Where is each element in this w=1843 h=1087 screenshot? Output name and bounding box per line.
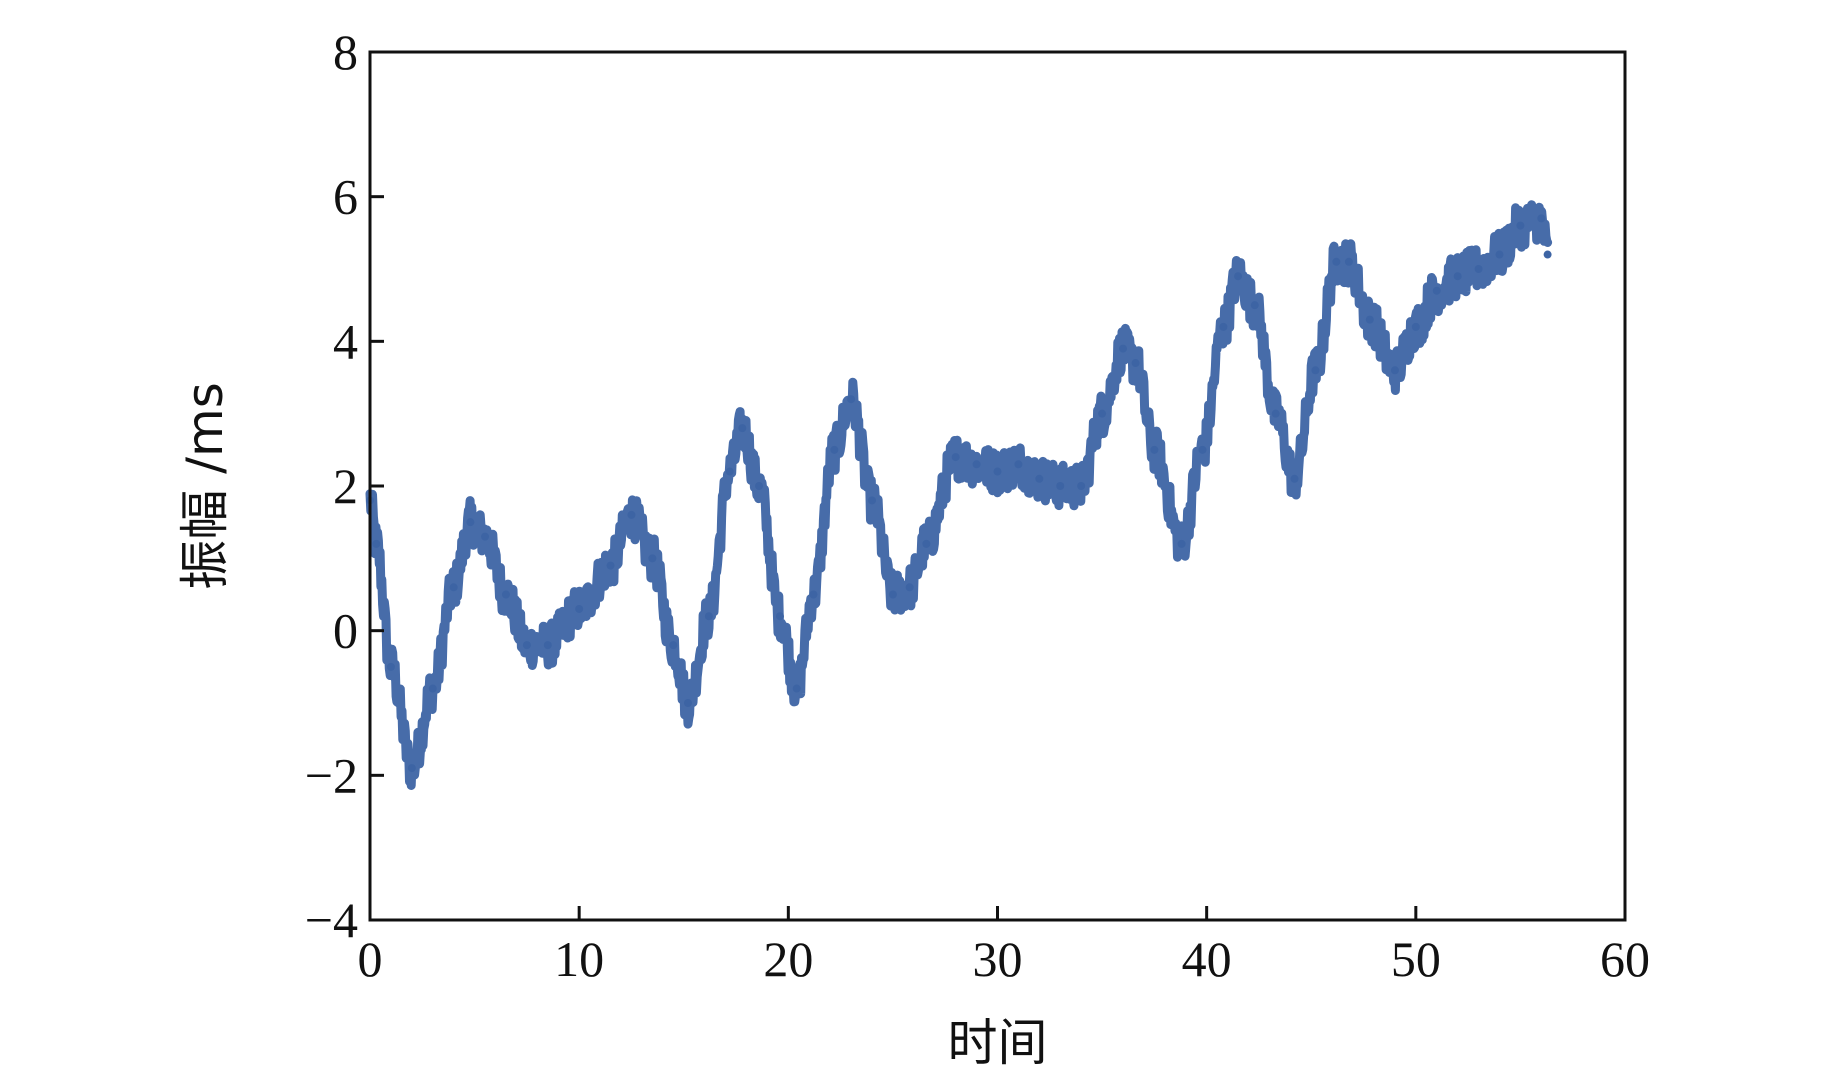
data-point: [922, 539, 931, 548]
data-point: [449, 583, 458, 592]
data-point: [1432, 286, 1441, 295]
data-point: [669, 641, 678, 650]
data-point: [466, 518, 475, 527]
data-point: [575, 604, 584, 613]
data-point: [1198, 445, 1207, 454]
data-point: [428, 684, 437, 693]
data-point: [738, 424, 747, 433]
y-tick-label: −2: [305, 747, 358, 803]
x-tick-label: 10: [554, 931, 604, 987]
data-point: [888, 590, 897, 599]
x-tick-label: 20: [763, 931, 813, 987]
x-tick-label: 40: [1182, 931, 1232, 987]
data-point: [1035, 474, 1044, 483]
labels-layer: 0 10 20 30 40 50 60 −4 −2 0 2 4 6 8: [305, 24, 1650, 987]
data-point: [1344, 257, 1353, 266]
data-point: [501, 590, 510, 599]
y-axis-title: 振幅 /ms: [176, 382, 234, 590]
data-point: [1495, 250, 1504, 259]
data-point: [522, 641, 531, 650]
data-point: [372, 539, 381, 548]
data-point: [905, 583, 914, 592]
data-point: [830, 445, 839, 454]
data-point: [1537, 214, 1546, 223]
data-point: [683, 699, 692, 707]
data-point: [481, 532, 490, 541]
data-point: [407, 764, 416, 773]
data-point: [993, 467, 1002, 476]
data-point: [543, 641, 552, 650]
data-point: [704, 612, 713, 621]
y-tick-label: 8: [333, 24, 358, 80]
x-tick-label: 30: [973, 931, 1023, 987]
data-point: [972, 460, 981, 469]
data-point: [1516, 221, 1525, 230]
data-point: [627, 510, 636, 519]
data-point: [792, 684, 801, 693]
data-point: [1119, 344, 1127, 353]
data-point: [1474, 265, 1483, 273]
x-tick-label: 60: [1600, 931, 1650, 987]
data-point: [1311, 366, 1320, 375]
data-point: [386, 662, 395, 671]
data-point: [775, 612, 784, 621]
series-line: [365, 200, 1553, 790]
data-point: [1543, 250, 1552, 259]
data-point: [1453, 272, 1462, 281]
ticks-layer: [368, 50, 1627, 922]
data-point: [1332, 257, 1341, 266]
data-point: [809, 590, 818, 599]
x-tick-label: 50: [1391, 931, 1441, 987]
x-tick-label: 0: [358, 931, 383, 987]
data-point: [868, 496, 876, 505]
data-point: [1177, 539, 1186, 548]
data-point: [1056, 482, 1065, 490]
data-point: [1077, 482, 1086, 490]
data-point: [606, 561, 615, 570]
data-point: [1219, 322, 1228, 331]
data-point: [847, 395, 856, 404]
y-tick-label: −4: [305, 892, 358, 948]
data-point: [1411, 322, 1420, 331]
data-point: [1390, 366, 1399, 375]
data-point: [1150, 445, 1159, 454]
y-tick-label: 4: [333, 313, 358, 369]
data-point: [1014, 460, 1023, 469]
data-point: [648, 554, 657, 563]
data-point: [1290, 474, 1299, 483]
x-axis-title: 时间: [948, 1014, 1048, 1072]
y-tick-label: 0: [333, 603, 358, 659]
data-point: [951, 453, 960, 462]
y-tick-label: 6: [333, 169, 358, 225]
data-point: [1250, 301, 1259, 310]
data-point: [1365, 315, 1374, 324]
data-point: [755, 482, 764, 490]
data-point: [1098, 409, 1107, 418]
y-tick-label: 2: [333, 458, 358, 514]
data-point: [725, 467, 734, 476]
data-point: [1131, 359, 1140, 368]
data-point: [1234, 272, 1243, 281]
data-point: [1271, 409, 1280, 418]
series-layer: [365, 200, 1553, 790]
